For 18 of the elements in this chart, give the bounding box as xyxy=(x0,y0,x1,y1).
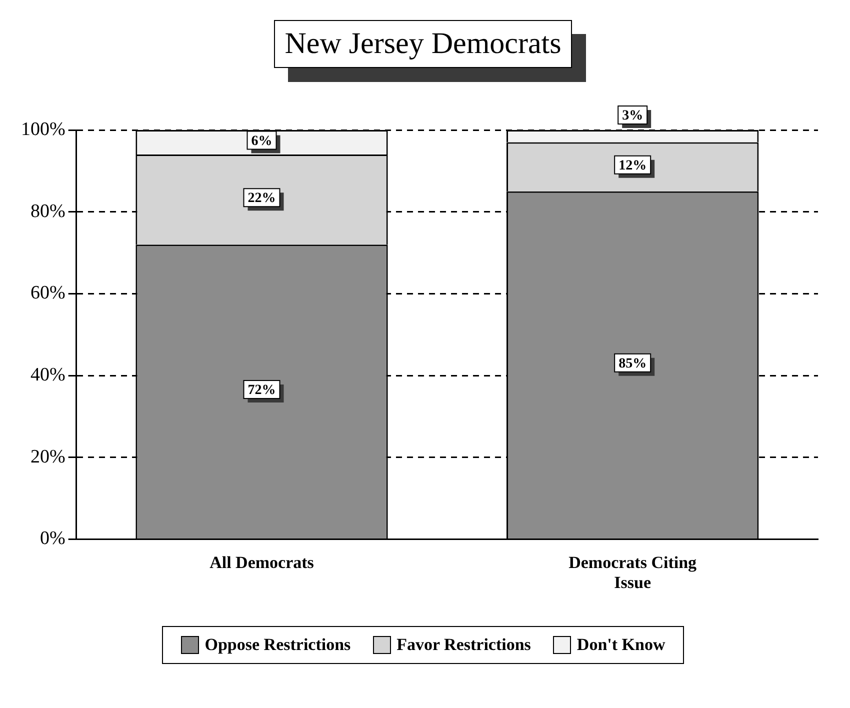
data-label: 3% xyxy=(622,108,644,124)
y-tick-label: 20% xyxy=(30,446,66,468)
data-label: 22% xyxy=(248,191,276,206)
y-tick-label: 0% xyxy=(40,528,66,550)
data-label: 6% xyxy=(251,134,272,149)
x-tick-label: Democrats Citing Issue xyxy=(568,552,698,592)
legend-label: Don't Know xyxy=(576,635,666,655)
chart-title: New Jersey Democrats xyxy=(274,20,572,68)
y-tick-label: 80% xyxy=(30,200,66,222)
y-tick-label: 100% xyxy=(21,118,66,140)
data-label: 72% xyxy=(248,383,276,398)
legend-label: Favor Restrictions xyxy=(396,635,531,655)
y-tick-label: 60% xyxy=(30,282,66,304)
data-label: 85% xyxy=(618,356,647,372)
y-tick-label: 40% xyxy=(30,364,66,386)
x-tick-label: All Democrats xyxy=(210,552,314,572)
legend-label: Oppose Restrictions xyxy=(204,635,351,655)
data-label: 12% xyxy=(618,158,647,174)
